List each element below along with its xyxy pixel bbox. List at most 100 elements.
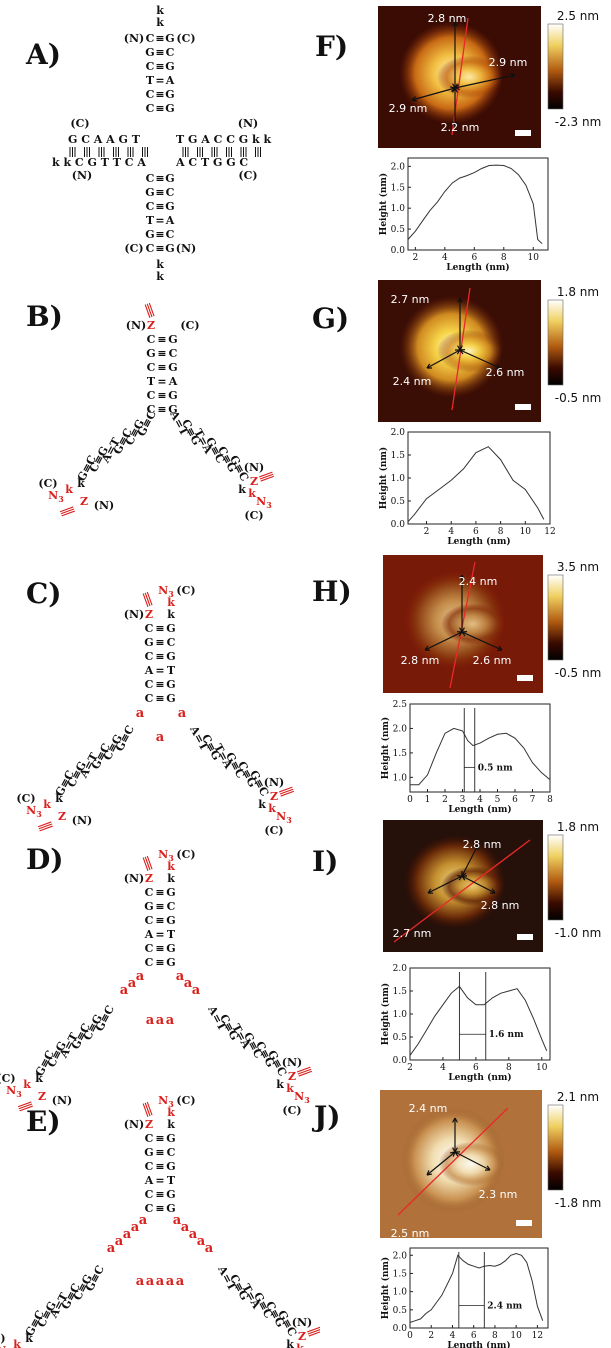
base-left: G: [144, 900, 153, 913]
profile-series: [409, 985, 548, 1056]
base-left: C: [145, 1132, 154, 1145]
base-left: A: [144, 928, 154, 941]
afm-dimension-label: 2.9 nm: [389, 102, 428, 115]
arm-seq: G C A A G T: [68, 133, 141, 146]
base-left: G: [144, 1146, 153, 1159]
spacer-a: a: [123, 1227, 132, 1242]
arrow-head: [484, 1165, 491, 1171]
base-right: G: [165, 88, 174, 101]
base-right: G: [166, 914, 175, 927]
terminal-c: (C): [282, 1104, 301, 1117]
afm-molecule-lobe: [436, 55, 503, 99]
x-tick-label: 4: [450, 1331, 456, 1341]
x-tick-label: 10: [510, 1331, 522, 1341]
arm-seq: A C T G G C: [175, 156, 248, 169]
arrow-head: [459, 574, 465, 580]
x-tick-label: 4: [440, 1063, 446, 1073]
panel-label-f: F): [315, 30, 349, 63]
base-left: A: [144, 664, 154, 677]
x-axis-label: Length (nm): [446, 262, 509, 273]
arrow-head: [454, 349, 461, 355]
alkyne-bond: [148, 302, 155, 317]
arrow-head: [459, 627, 465, 633]
base-bond: =: [157, 375, 166, 388]
colorbar-max: 2.1 nm: [557, 1090, 599, 1104]
alkyne-bond: [18, 1103, 33, 1110]
base-left: C: [147, 333, 156, 346]
afm-molecule: [403, 570, 507, 670]
height-profile-h: 0 1 2 3 4 5 6 7 8 1.0 1.5 2.0 2.5 Length (nm) Height (…: [380, 700, 553, 815]
y-tick-label: 1.5: [393, 1269, 408, 1279]
y-tick-label: 1.5: [393, 749, 408, 759]
spacer-a: a: [120, 983, 129, 998]
afm-dimension-label: 2.3 nm: [479, 1188, 518, 1201]
base-bond: ≡: [155, 956, 164, 969]
alkyne-bond: [259, 471, 273, 478]
arrow-head: [449, 86, 456, 92]
spacer-a: a: [131, 1220, 140, 1235]
base-left: C: [146, 242, 155, 255]
linker-k: k: [167, 1106, 175, 1119]
profile-series: [409, 1252, 544, 1323]
base-bond: ≡: [155, 1132, 164, 1145]
y-tick-label: 2.5: [393, 700, 408, 710]
alkyne-bond: [144, 856, 151, 871]
y-axis-label: Height (nm): [380, 1257, 391, 1319]
base-right: G: [166, 1188, 175, 1201]
linker-k: k: [167, 872, 175, 885]
x-tick-label: 10: [536, 1063, 548, 1073]
plot-frame: [409, 967, 551, 1061]
panel-label-b: B): [26, 300, 63, 333]
linker-k: k: [13, 1338, 21, 1348]
alkyne-bond: [60, 508, 75, 515]
height-profile-j: 0 2 4 6 8 10 12 0.0 0.5 1.0 1.5 2.0 Length (nm) Heigh…: [380, 1247, 549, 1348]
arrow-head: [427, 888, 434, 894]
colorbar-min: -1.8 nm: [555, 1196, 602, 1210]
spacer-a: a: [136, 1274, 145, 1289]
afm-molecule-lobe: [441, 866, 505, 906]
base-bond: ≡: [157, 403, 166, 416]
scale-bar: [517, 934, 533, 940]
base-left: C: [145, 1202, 154, 1215]
base-right: C: [166, 46, 175, 59]
panel-label-j: J): [314, 1100, 341, 1133]
y-tick-label: 0.5: [391, 225, 406, 235]
arrow-head: [454, 1151, 461, 1157]
linker-k: k: [156, 4, 164, 17]
alkyne-bond: [38, 823, 53, 830]
y-tick-label: 0.5: [391, 497, 406, 507]
y-tick-label: 0.0: [391, 246, 406, 256]
base-bond: =: [155, 664, 164, 677]
z-mark: Z: [145, 1118, 153, 1131]
base-left: C: [147, 403, 156, 416]
afm-image-j: 2.4 nm 2.3 nm 2.5 nm 2.1 nm -1.8 nm: [380, 1090, 601, 1240]
base-bond: ≡: [155, 622, 164, 635]
colorbar: [547, 834, 564, 921]
linker-k: k: [286, 1338, 294, 1348]
spacer-a: a: [156, 1013, 165, 1028]
colorbar-min: -0.5 nm: [555, 666, 602, 680]
alkyne-bond: [19, 1105, 33, 1112]
colorbar-min: -0.5 nm: [555, 391, 602, 405]
y-tick-label: 0.5: [393, 1306, 408, 1316]
z-mark: Z: [147, 319, 155, 332]
base-right: G: [166, 1132, 175, 1145]
base-left: C: [145, 622, 154, 635]
spacer-a: a: [197, 1234, 206, 1249]
base-left: C: [145, 1188, 154, 1201]
afm-dimension-label: 2.8 nm: [481, 899, 520, 912]
azide-label: N3: [294, 1090, 310, 1105]
y-tick-label: 2.0: [393, 724, 408, 734]
x-tick-label: 12: [532, 1331, 543, 1341]
linker-k: k: [276, 1078, 284, 1091]
spacer-a: a: [181, 1220, 190, 1235]
colorbar: [547, 299, 564, 386]
alkyne-bond: [146, 591, 153, 606]
base-right: C: [169, 347, 178, 360]
y-tick-label: 1.0: [393, 1010, 408, 1020]
spacer-a: a: [176, 969, 185, 984]
base-left: C: [146, 32, 155, 45]
base-right: G: [168, 333, 177, 346]
profile-series: [407, 164, 543, 245]
spacer-a: a: [189, 1227, 198, 1242]
